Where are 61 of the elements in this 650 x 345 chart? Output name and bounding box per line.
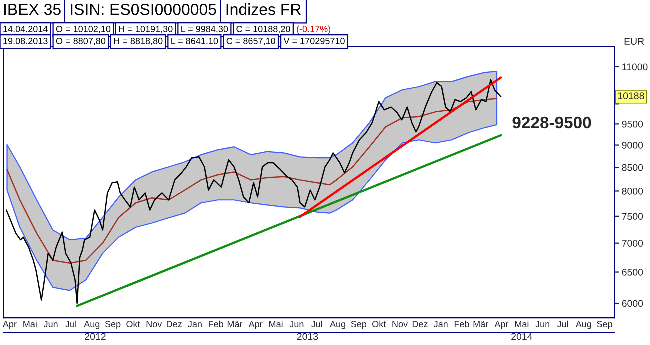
x-tick-label: Aug [330,321,346,330]
x-tick-label: Feb [454,320,470,328]
x-tick-label: Sep [351,321,367,330]
x-tick-label: Jul [312,320,322,328]
text: L = 9984,30 [182,26,228,34]
y-tick-label: 7500 [622,213,644,220]
text: 19.08.2013 [4,38,48,44]
x-tick-label: Aug [576,321,592,330]
annotation: 10188 [618,92,644,100]
y-tick-label: 8500 [622,164,644,172]
x-tick-label: Jul [557,320,568,328]
x-tick-label: Okt [372,320,386,328]
x-tick-label: Jun [44,321,58,328]
y-tick-label: 6500 [622,269,644,276]
x-tick-label: Mai [515,320,529,328]
x-tick-label: Jun [536,321,550,328]
x-tick-label: Dez [167,321,182,328]
x-tick-label: Okt [126,320,140,328]
x-tick-label: Apr [248,321,263,330]
chart-title: IBEX 35 [4,4,61,16]
x-tick-label: Sep [105,321,121,330]
x-tick-label: Apr [494,321,509,330]
text: 14.04.2014 [4,26,48,32]
text: H = 8818,80 [114,38,163,46]
annotation: 9228-9500 [512,116,592,129]
x-tick-label: Sep [597,321,612,330]
x-tick-label: Dez [412,321,428,328]
x-tick-label: Jul [66,320,76,328]
y-tick-label: 7000 [622,240,644,247]
x-tick-label: Apr [2,321,17,330]
x2-tick-label: 2014 [512,333,532,340]
x-tick-label: Mär [474,321,488,328]
x-tick-label: Mai [24,320,37,328]
x-tick-label: Jan [434,321,448,328]
text: C = 8657,10 [226,38,276,46]
text: V = 170295710 [284,38,345,44]
x-tick-label: Nov [146,321,162,328]
text: (-0.17%) [297,26,331,34]
x-tick-label: Jun [290,321,304,328]
x-tick-label: Mär [228,321,243,328]
chart-subtitle: ISIN: ES0SI0000005 [71,4,216,16]
y-axis-title: EUR [624,38,644,45]
text: C = 10188,20 [236,26,290,34]
x-tick-label: Aug [84,321,100,330]
x2-tick-label: 2013 [297,333,318,340]
text: O = 8807,80 [56,38,106,46]
text: H = 10191,30 [119,26,173,34]
text: O = 10102,10 [56,26,111,34]
x-tick-label: Jan [188,321,202,328]
y-tick-label: 6000 [622,300,644,308]
x2-tick-label: 2012 [85,333,106,340]
y-tick-label: 11000 [622,64,648,71]
y-tick-label: 9000 [622,142,644,149]
x-tick-label: Nov [392,321,408,328]
line-series [6,98,498,264]
text: Indizes FR [226,4,301,16]
x-tick-label: Feb [209,320,224,328]
y-tick-label: 8000 [622,188,644,195]
x-tick-label: Mai [270,320,283,328]
y-tick-label: 9500 [622,120,644,128]
text: L = 8641,10 [172,38,218,46]
